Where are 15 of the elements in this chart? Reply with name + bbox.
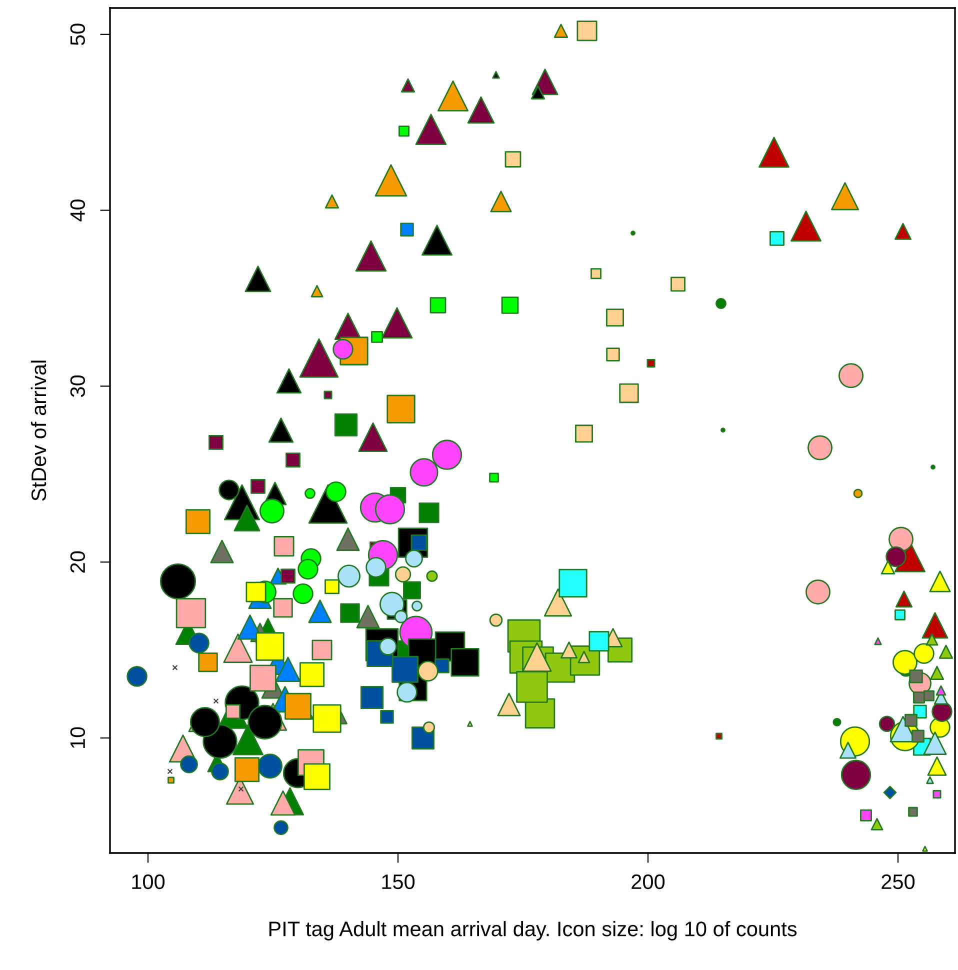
point (213, 698, 219, 704)
x-tick-label: 250 (882, 874, 915, 890)
y-tick-label: 50 (70, 24, 86, 46)
y-tick-label: 30 (70, 375, 86, 397)
y-axis-title: StDev of arrival (30, 360, 46, 501)
y-tick-label: 10 (70, 727, 86, 748)
point (238, 786, 244, 792)
x-tick-label: 150 (382, 874, 415, 890)
point (172, 664, 178, 670)
y-tick-label: 20 (70, 551, 86, 573)
x-tick-label: 200 (632, 874, 665, 890)
x-tick-label: 100 (132, 874, 165, 890)
y-tick-label: 40 (70, 200, 86, 222)
point (167, 768, 173, 774)
x-axis-title: PIT tag Adult mean arrival day. Icon size: log 10 of counts (269, 921, 797, 940)
